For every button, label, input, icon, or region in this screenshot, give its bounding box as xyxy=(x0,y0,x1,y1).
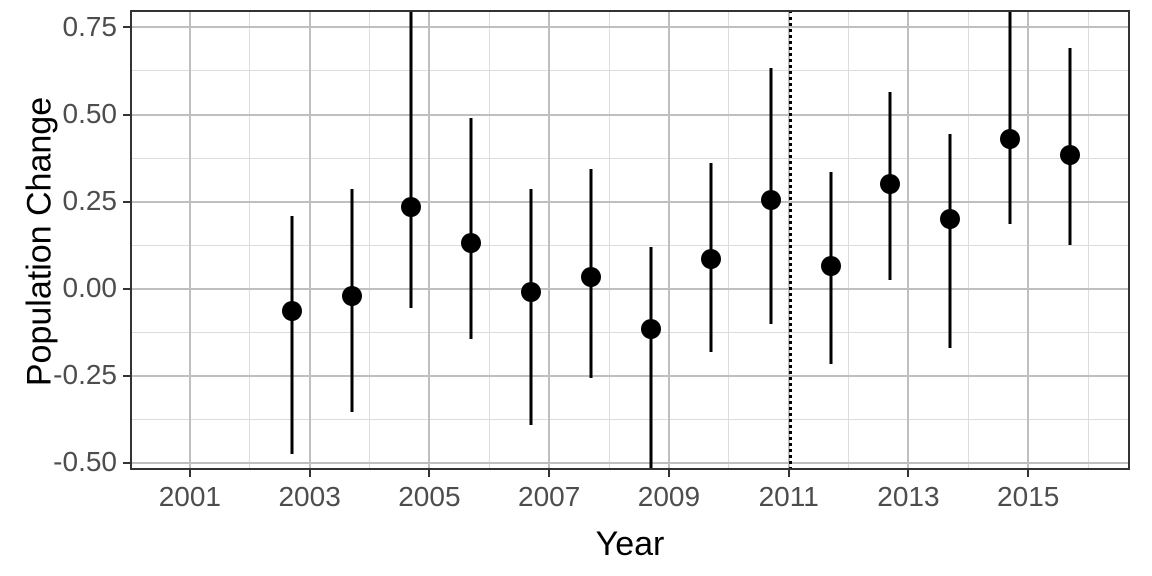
data-point xyxy=(880,174,900,194)
x-grid-minor xyxy=(848,10,849,470)
error-bar xyxy=(649,247,652,470)
x-grid-minor xyxy=(1088,10,1089,470)
error-bar xyxy=(1009,10,1012,224)
y-tick-mark xyxy=(123,288,130,290)
plot-area: 20012003200520072009201120132015-0.50-0.… xyxy=(130,10,1130,470)
x-grid-major xyxy=(309,10,311,470)
x-tick-mark xyxy=(907,470,909,477)
data-point xyxy=(282,301,302,321)
plot-clip xyxy=(130,10,1130,470)
y-tick-label: 0.75 xyxy=(17,11,117,43)
y-grid-major xyxy=(130,288,1130,290)
x-grid-major xyxy=(189,10,191,470)
y-grid-minor xyxy=(130,332,1130,333)
data-point xyxy=(461,233,481,253)
x-tick-label: 2015 xyxy=(988,481,1068,513)
x-grid-major xyxy=(1027,10,1029,470)
x-grid-minor xyxy=(130,10,131,470)
data-point xyxy=(401,197,421,217)
y-grid-minor xyxy=(130,419,1130,420)
population-change-chart: Population Change Year 20012003200520072… xyxy=(0,0,1152,576)
x-grid-major xyxy=(907,10,909,470)
y-grid-major xyxy=(130,114,1130,116)
y-tick-label: 0.00 xyxy=(17,272,117,304)
y-tick-label: 0.25 xyxy=(17,185,117,217)
x-grid-minor xyxy=(369,10,370,470)
data-point xyxy=(521,282,541,302)
y-grid-major xyxy=(130,375,1130,377)
x-tick-label: 2005 xyxy=(389,481,469,513)
data-point xyxy=(940,209,960,229)
x-tick-label: 2009 xyxy=(629,481,709,513)
x-grid-minor xyxy=(609,10,610,470)
data-point xyxy=(1060,145,1080,165)
x-tick-mark xyxy=(309,470,311,477)
x-grid-minor xyxy=(249,10,250,470)
data-point xyxy=(581,267,601,287)
x-tick-mark xyxy=(788,470,790,477)
x-tick-label: 2003 xyxy=(270,481,350,513)
y-tick-mark xyxy=(123,114,130,116)
y-tick-label: -0.50 xyxy=(17,446,117,478)
y-grid-major xyxy=(130,462,1130,464)
data-point xyxy=(821,256,841,276)
data-point xyxy=(1000,129,1020,149)
error-bar xyxy=(470,118,473,339)
y-tick-mark xyxy=(123,462,130,464)
error-bar xyxy=(410,10,413,308)
x-grid-major xyxy=(668,10,670,470)
x-tick-label: 2001 xyxy=(150,481,230,513)
x-grid-major xyxy=(548,10,550,470)
x-grid-minor xyxy=(489,10,490,470)
x-axis-title: Year xyxy=(130,525,1130,564)
x-tick-label: 2007 xyxy=(509,481,589,513)
x-tick-mark xyxy=(189,470,191,477)
error-bar xyxy=(290,216,293,455)
x-grid-minor xyxy=(728,10,729,470)
x-grid-minor xyxy=(968,10,969,470)
y-grid-minor xyxy=(130,158,1130,159)
y-tick-mark xyxy=(123,201,130,203)
data-point xyxy=(761,190,781,210)
error-bar xyxy=(530,189,533,424)
y-grid-major xyxy=(130,26,1130,28)
y-grid-minor xyxy=(130,245,1130,246)
x-tick-label: 2011 xyxy=(749,481,829,513)
y-tick-label: 0.50 xyxy=(17,98,117,130)
x-tick-label: 2013 xyxy=(868,481,948,513)
x-tick-mark xyxy=(668,470,670,477)
y-tick-label: -0.25 xyxy=(17,359,117,391)
data-point xyxy=(641,319,661,339)
x-tick-mark xyxy=(548,470,550,477)
y-tick-mark xyxy=(123,26,130,28)
y-tick-mark xyxy=(123,375,130,377)
x-grid-major xyxy=(428,10,430,470)
x-tick-mark xyxy=(428,470,430,477)
x-tick-mark xyxy=(1027,470,1029,477)
error-bar xyxy=(949,134,952,348)
data-point xyxy=(342,286,362,306)
y-grid-minor xyxy=(130,70,1130,71)
reference-vline xyxy=(789,10,792,470)
data-point xyxy=(701,249,721,269)
y-grid-major xyxy=(130,201,1130,203)
